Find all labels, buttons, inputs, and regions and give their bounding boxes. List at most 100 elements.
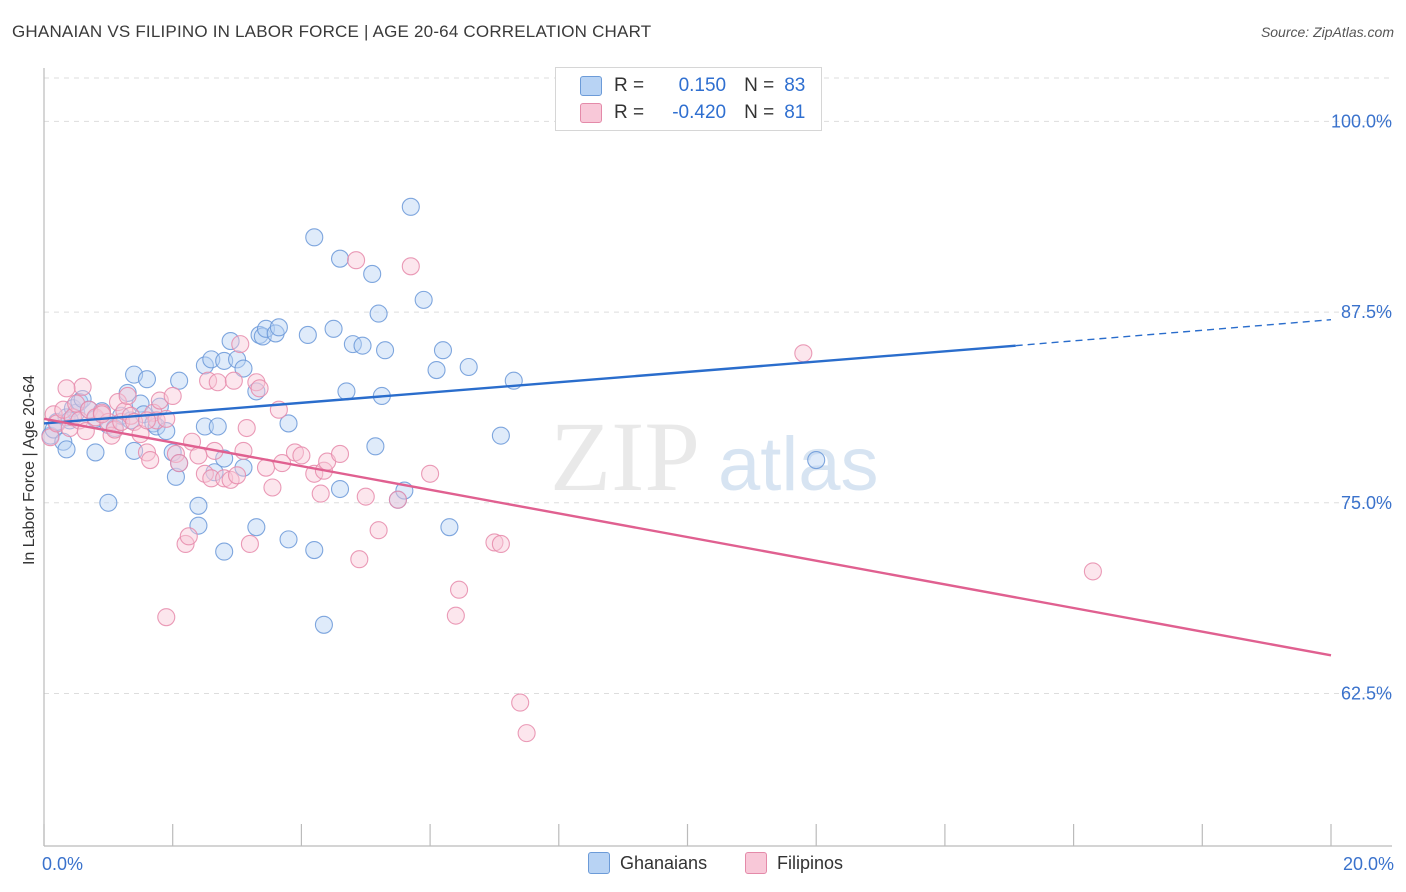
filipinos-point[interactable] (485, 533, 504, 552)
filipinos-point[interactable] (250, 379, 269, 398)
filipinos-point[interactable] (179, 527, 198, 546)
filipinos-point[interactable] (141, 451, 160, 470)
series-legend: Ghanaians Filipinos (0, 852, 1406, 878)
ghanaians-point[interactable] (376, 341, 395, 360)
filipinos-point[interactable] (517, 724, 536, 743)
filipinos-point[interactable] (108, 393, 128, 412)
filipinos-point[interactable] (147, 411, 166, 430)
ghanaians-point[interactable] (221, 332, 240, 351)
ghanaians-point[interactable] (247, 518, 266, 537)
filipinos-point[interactable] (199, 371, 218, 390)
filipinos-point[interactable] (163, 386, 182, 406)
axes (43, 68, 1392, 847)
ghanaians-point[interactable] (414, 290, 433, 309)
ghanaians-point[interactable] (195, 417, 214, 436)
ghanaians-trend-extension (1015, 319, 1332, 347)
filipinos-point[interactable] (491, 534, 510, 554)
filipinos-point[interactable] (118, 386, 137, 406)
ghanaians-point[interactable] (305, 228, 324, 247)
filipinos-point[interactable] (231, 335, 250, 354)
chart-title: GHANAIAN VS FILIPINO IN LABOR FORCE | AG… (12, 22, 652, 41)
legend-ghanaians[interactable]: Ghanaians (588, 852, 707, 874)
ghanaians-point[interactable] (363, 264, 382, 283)
filipinos-point[interactable] (421, 464, 440, 483)
filipinos-point[interactable] (73, 377, 92, 396)
ghanaians-point[interactable] (166, 467, 185, 486)
filipinos-point[interactable] (57, 379, 76, 398)
ghanaians-point[interactable] (163, 443, 182, 462)
filipinos-point[interactable] (292, 446, 311, 465)
ghanaians-point[interactable] (369, 304, 388, 323)
ghanaians-point[interactable] (208, 417, 227, 436)
ghanaians-trend-line (43, 344, 1016, 425)
filipinos-point[interactable] (794, 344, 813, 363)
filipinos-point[interactable] (401, 257, 420, 276)
filipinos-point[interactable] (350, 550, 369, 569)
ghanaians-point[interactable] (330, 249, 350, 268)
ghanaians-point[interactable] (440, 518, 459, 537)
ghanaians-point[interactable] (279, 414, 298, 433)
filipinos-point[interactable] (228, 466, 247, 485)
filipinos-point[interactable] (330, 444, 350, 463)
tick-labels: 100.0% 87.5% 75.0% 62.5% 0.0% 20.0% (42, 111, 1394, 874)
ghanaians-point[interactable] (215, 449, 234, 468)
filipinos-point[interactable] (170, 454, 189, 473)
legend-ghanaians-label: Ghanaians (620, 852, 708, 873)
ghanaians-point[interactable] (401, 197, 420, 216)
filipinos-point[interactable] (356, 487, 375, 506)
ghanaians-point[interactable] (343, 335, 362, 354)
filipinos-point[interactable] (237, 418, 256, 438)
ghanaians-point[interactable] (330, 479, 350, 499)
filipinos-point[interactable] (221, 470, 240, 489)
n-label: N = (744, 102, 775, 123)
correlation-legend: R = 0.150 N = 83 R = -0.420 N = 81 (555, 67, 822, 131)
legend-filipinos[interactable]: Filipinos (745, 852, 843, 874)
ghanaians-point[interactable] (459, 357, 478, 377)
ghanaians-point[interactable] (279, 530, 298, 549)
ghanaians-point[interactable] (353, 336, 372, 355)
y-tick-label: 87.5% (1341, 302, 1392, 322)
filipinos-point[interactable] (208, 373, 227, 392)
ghanaians-point[interactable] (170, 371, 189, 390)
filipinos-point[interactable] (202, 469, 221, 488)
filipinos-point[interactable] (369, 521, 388, 540)
ghanaians-point[interactable] (86, 443, 105, 462)
ghanaians-point[interactable] (247, 382, 266, 401)
filipinos-point[interactable] (195, 464, 214, 483)
ghanaians-point[interactable] (99, 493, 118, 512)
ghanaians-point[interactable] (147, 417, 166, 436)
y-tick-label: 75.0% (1341, 493, 1392, 513)
ghanaians-point[interactable] (305, 541, 324, 560)
ghanaians-point[interactable] (215, 542, 234, 561)
filipinos-point[interactable] (1083, 562, 1102, 581)
filipinos-point[interactable] (450, 580, 469, 599)
ghanaians-point[interactable] (337, 382, 356, 401)
ghanaians-point[interactable] (366, 437, 385, 456)
ghanaians-point[interactable] (314, 615, 333, 634)
y-axis-label: In Labor Force | Age 20-64 (21, 374, 38, 566)
ghanaians-point[interactable] (57, 440, 76, 459)
filipinos-point[interactable] (157, 608, 176, 627)
ghanaians-point[interactable] (228, 350, 247, 369)
ghanaians-point[interactable] (427, 360, 446, 380)
filipinos-point[interactable] (311, 484, 330, 503)
filipinos-n-value: 81 (784, 102, 806, 123)
filipinos-point[interactable] (347, 251, 366, 270)
filipinos-point[interactable] (446, 606, 465, 625)
filipinos-point[interactable] (263, 478, 282, 497)
filipinos-point[interactable] (388, 490, 407, 509)
ghanaians-point[interactable] (298, 325, 317, 345)
ghanaians-point[interactable] (234, 359, 253, 378)
filipinos-point[interactable] (511, 693, 530, 712)
ghanaians-point[interactable] (70, 393, 89, 412)
ghanaians-point[interactable] (433, 341, 453, 360)
ghanaians-point[interactable] (137, 370, 157, 389)
ghanaians-point[interactable] (491, 426, 510, 445)
ghanaians-point[interactable] (269, 318, 288, 337)
filipinos-point[interactable] (224, 371, 243, 390)
ghanaians-point[interactable] (807, 451, 826, 470)
ghanaians-point[interactable] (189, 496, 208, 515)
filipinos-point[interactable] (240, 534, 259, 554)
ghanaians-point[interactable] (324, 319, 343, 338)
